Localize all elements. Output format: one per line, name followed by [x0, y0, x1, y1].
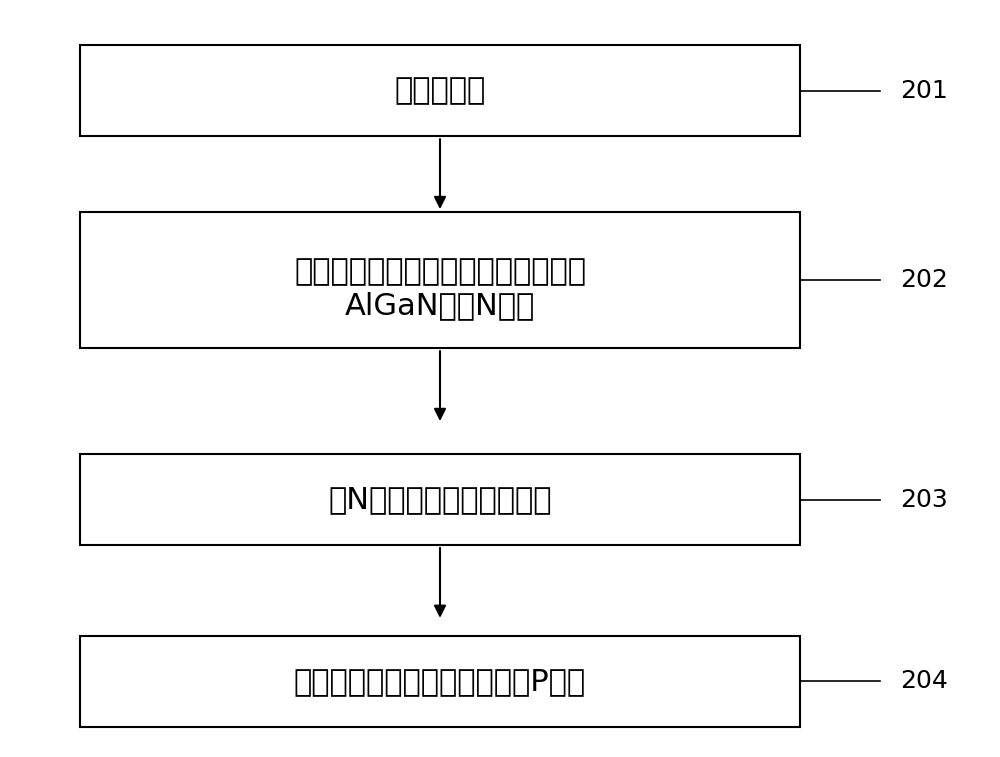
FancyBboxPatch shape: [80, 454, 800, 545]
Text: 提供一衬底: 提供一衬底: [394, 76, 486, 105]
Text: 在N型层上生长应力释放层: 在N型层上生长应力释放层: [328, 485, 552, 514]
Text: 在应力释放层上生长有源层和P型层: 在应力释放层上生长有源层和P型层: [294, 667, 586, 696]
Text: 201: 201: [900, 79, 948, 103]
Text: 204: 204: [900, 669, 948, 693]
Text: 202: 202: [900, 268, 948, 292]
Text: AlGaN层和N型层: AlGaN层和N型层: [345, 291, 535, 320]
FancyBboxPatch shape: [80, 45, 800, 136]
FancyBboxPatch shape: [80, 212, 800, 348]
Text: 在衬底上依次生长缓冲层、未掺杂的: 在衬底上依次生长缓冲层、未掺杂的: [294, 257, 586, 286]
FancyBboxPatch shape: [80, 636, 800, 727]
Text: 203: 203: [900, 488, 948, 512]
